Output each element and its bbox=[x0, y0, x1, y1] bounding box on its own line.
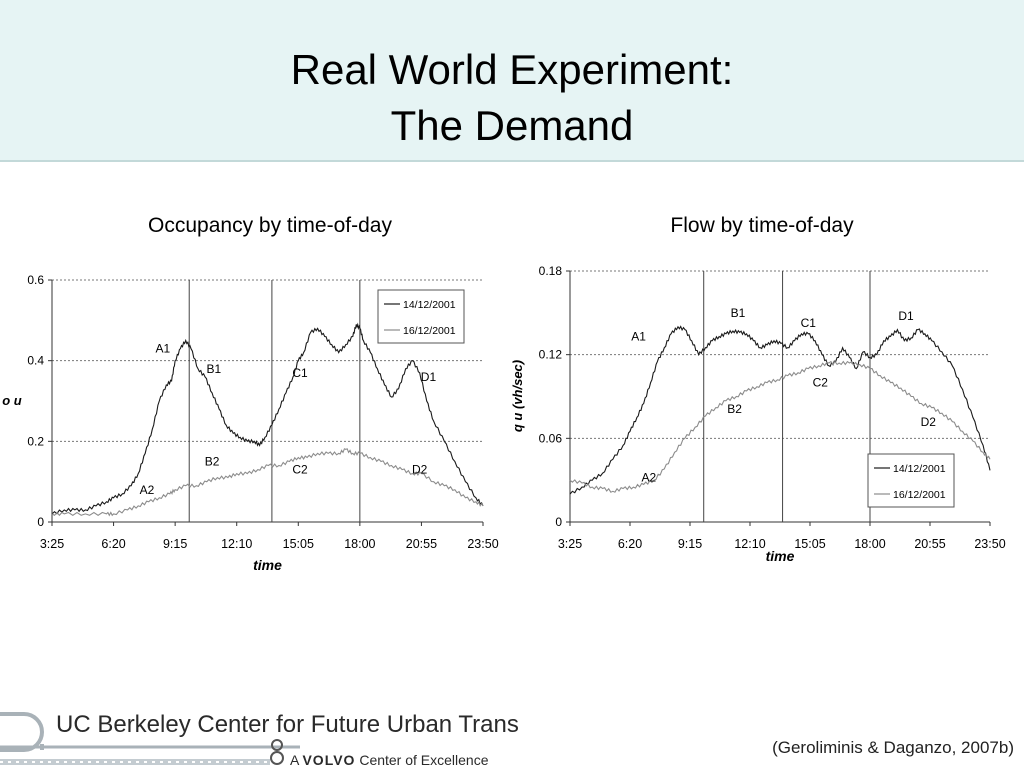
legend-label: 14/12/2001 bbox=[403, 299, 456, 311]
annotation-label: C1 bbox=[292, 366, 308, 380]
x-tick-label: 9:15 bbox=[678, 537, 702, 551]
cfut-logo: UC Berkeley Center for Future Urban Tran… bbox=[0, 711, 520, 768]
x-tick-label: 12:10 bbox=[734, 537, 765, 551]
legend-label: 16/12/2001 bbox=[893, 489, 946, 501]
x-tick-label: 23:50 bbox=[974, 537, 1005, 551]
annotation-label: A1 bbox=[155, 342, 170, 356]
slide-title-line-2: The Demand bbox=[390, 102, 634, 149]
series-line-2 bbox=[569, 360, 991, 493]
series-line-1 bbox=[569, 325, 991, 495]
series-line-2 bbox=[51, 448, 484, 517]
x-tick-label: 6:20 bbox=[101, 537, 125, 551]
flow-chart-caption: Flow by time-of-day bbox=[670, 214, 854, 237]
legend: 14/12/2001 16/12/2001 bbox=[377, 289, 465, 344]
annotation-label: C2 bbox=[292, 463, 308, 477]
annotation-label: D1 bbox=[898, 309, 914, 323]
logo-line-1: UC Berkeley Center for Future Urban Tran… bbox=[56, 711, 520, 738]
annotation-label: C2 bbox=[813, 376, 829, 390]
x-tick-label: 3:25 bbox=[40, 537, 64, 551]
x-tick-label: 3:25 bbox=[558, 537, 582, 551]
annotation-label: A2 bbox=[642, 471, 657, 485]
annotation-label: B2 bbox=[727, 402, 742, 416]
annotation-label: D2 bbox=[921, 415, 937, 429]
series-line-1 bbox=[51, 322, 484, 515]
x-axis-label: time bbox=[253, 557, 282, 573]
y-tick-label: 0.12 bbox=[539, 348, 563, 362]
logo-line-2: A VOLVO Center of Excellence bbox=[290, 752, 489, 768]
logo-line-2-suffix: Center of Excellence bbox=[359, 752, 488, 768]
occupancy-chart-caption: Occupancy by time-of-day bbox=[148, 214, 392, 237]
logo-line-2-prefix: A bbox=[290, 752, 300, 768]
annotation-label: B1 bbox=[207, 362, 222, 376]
y-tick-label: 0.4 bbox=[27, 354, 44, 368]
title-bar: Real World Experiment: The Demand bbox=[0, 0, 1024, 162]
y-axis-label: q u (vh/sec) bbox=[510, 360, 525, 432]
x-tick-label: 18:00 bbox=[344, 537, 375, 551]
y-tick-label: 0.18 bbox=[539, 264, 563, 278]
annotation-label: C1 bbox=[801, 316, 817, 330]
annotation-label: B2 bbox=[205, 455, 220, 469]
x-tick-label: 12:10 bbox=[221, 537, 252, 551]
legend-box bbox=[867, 453, 955, 508]
legend-label: 16/12/2001 bbox=[403, 325, 456, 337]
annotation-label: A1 bbox=[631, 330, 646, 344]
x-tick-label: 15:05 bbox=[794, 537, 825, 551]
annotation-label: A2 bbox=[140, 483, 155, 497]
x-tick-label: 20:55 bbox=[406, 537, 437, 551]
y-axis-label: o u bbox=[2, 393, 22, 408]
x-tick-label: 9:15 bbox=[163, 537, 187, 551]
slide-title-line-1: Real World Experiment: bbox=[290, 46, 734, 93]
legend: 14/12/2001 16/12/2001 bbox=[867, 453, 955, 508]
road-loop-graphic bbox=[0, 712, 300, 765]
x-axis-label: time bbox=[766, 548, 795, 564]
x-tick-label: 20:55 bbox=[914, 537, 945, 551]
annotation-label: D1 bbox=[421, 370, 437, 384]
slide-title: Real World Experiment: The Demand bbox=[0, 42, 1024, 154]
annotation-label: B1 bbox=[731, 306, 746, 320]
x-tick-label: 18:00 bbox=[854, 537, 885, 551]
logo-line-2-brand: VOLVO bbox=[302, 752, 355, 768]
y-tick-label: 0 bbox=[555, 515, 562, 529]
citation: (Geroliminis & Daganzo, 2007b) bbox=[772, 738, 1014, 757]
volvo-iron-mark bbox=[270, 739, 284, 765]
x-tick-label: 15:05 bbox=[283, 537, 314, 551]
x-tick-label: 23:50 bbox=[467, 537, 498, 551]
legend-label: 14/12/2001 bbox=[893, 463, 946, 475]
x-tick-label: 6:20 bbox=[618, 537, 642, 551]
y-tick-label: 0 bbox=[37, 515, 44, 529]
y-tick-label: 0.2 bbox=[27, 434, 44, 448]
y-tick-label: 0.06 bbox=[539, 431, 563, 445]
annotation-label: D2 bbox=[412, 463, 428, 477]
legend-box bbox=[377, 289, 465, 344]
y-tick-label: 0.6 bbox=[27, 273, 44, 287]
